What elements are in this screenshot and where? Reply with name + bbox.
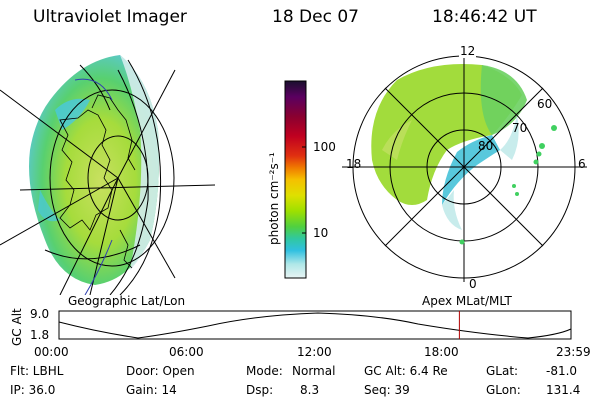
mlt-label-0: 0 bbox=[469, 277, 477, 291]
mlat-label-60: 60 bbox=[537, 97, 553, 111]
mlat-label-80: 80 bbox=[478, 139, 494, 153]
apex-caption: Apex MLat/MLT bbox=[422, 294, 512, 308]
time-tick-1800: 18:00 bbox=[424, 345, 459, 359]
colorbar-tick-10: 10 bbox=[313, 226, 329, 240]
polar-mlat-mlt-plot bbox=[342, 52, 587, 282]
seq-info: Seq: 39 bbox=[364, 383, 410, 397]
time-label: 18:46:42 UT bbox=[432, 7, 537, 27]
colorbar-unit-label: photon cm⁻²s⁻¹ bbox=[267, 152, 281, 245]
time-tick-2359: 23:59 bbox=[556, 345, 591, 359]
glon-label: GLon: bbox=[486, 383, 521, 397]
ip-info: IP: 36.0 bbox=[10, 383, 56, 397]
filter-info: Flt: LBHL bbox=[10, 364, 64, 378]
mode-value: Normal bbox=[292, 364, 336, 378]
orbit-y-min: 1.8 bbox=[30, 328, 50, 342]
glon-value: 131.4 bbox=[546, 383, 581, 397]
mlat-label-70: 70 bbox=[512, 121, 528, 135]
gc-alt-info: GC Alt: 6.4 Re bbox=[364, 364, 448, 378]
mlt-label-6: 6 bbox=[578, 157, 586, 171]
color-scale-bar bbox=[284, 80, 307, 279]
door-info: Door: Open bbox=[126, 364, 195, 378]
instrument-title: Ultraviolet Imager bbox=[33, 7, 187, 27]
time-tick-0600: 06:00 bbox=[169, 345, 204, 359]
orbit-y-max: 9.0 bbox=[30, 307, 50, 321]
orbit-y-axis-label: GC Alt bbox=[10, 308, 24, 346]
date-label: 18 Dec 07 bbox=[272, 7, 359, 27]
orbit-plot-frame bbox=[58, 310, 572, 340]
dsp-label: Dsp: bbox=[246, 383, 274, 397]
geographic-caption: Geographic Lat/Lon bbox=[68, 294, 186, 308]
geographic-map bbox=[0, 55, 215, 295]
time-tick-1200: 12:00 bbox=[297, 345, 332, 359]
orbit-altitude-curve bbox=[58, 312, 572, 339]
glat-label: GLat: bbox=[486, 364, 519, 378]
mlt-label-18: 18 bbox=[346, 157, 362, 171]
orbit-altitude-plot bbox=[58, 310, 572, 340]
gain-info: Gain: 14 bbox=[126, 383, 177, 397]
mode-label: Mode: bbox=[246, 364, 283, 378]
time-tick-0000: 00:00 bbox=[34, 345, 69, 359]
colorbar-tick-100: 100 bbox=[313, 140, 336, 154]
mlt-label-12: 12 bbox=[459, 44, 477, 58]
dsp-value: 8.3 bbox=[300, 383, 320, 397]
glat-value: -81.0 bbox=[546, 364, 578, 378]
